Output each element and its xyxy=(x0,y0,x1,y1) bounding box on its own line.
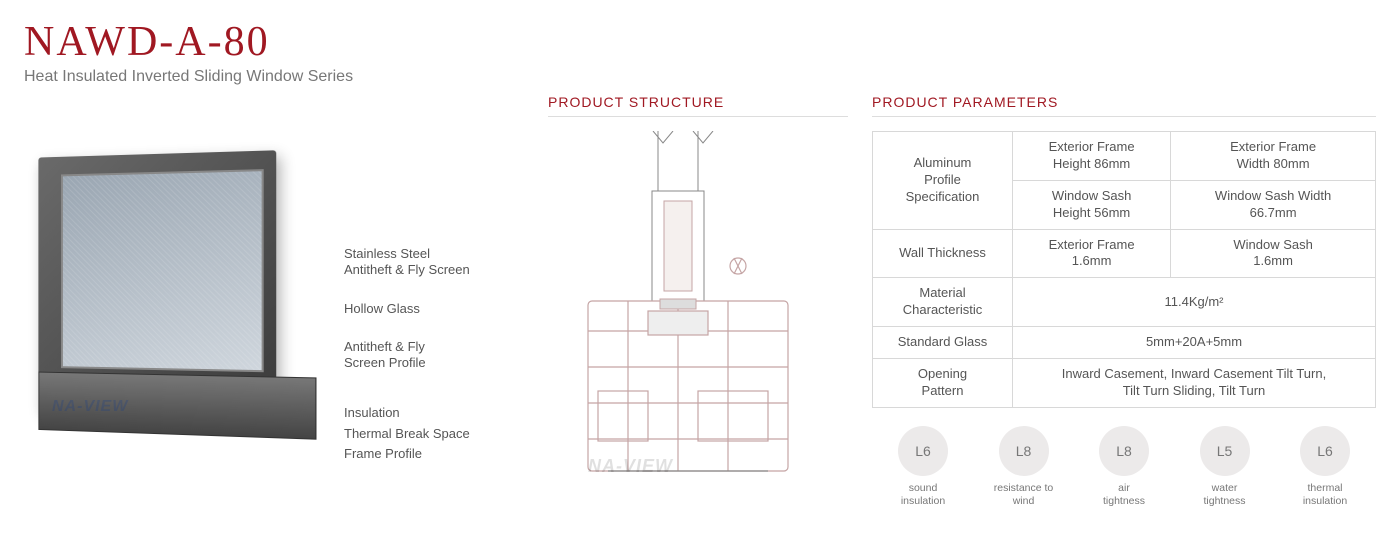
badge-code: L8 xyxy=(1099,426,1149,476)
structure-diagram xyxy=(548,131,828,511)
parameters-table: Aluminum Profile Specification Exterior … xyxy=(872,131,1376,408)
section-heading-structure: PRODUCT STRUCTURE xyxy=(548,94,848,117)
param-value: Exterior Frame 1.6mm xyxy=(1013,229,1171,278)
badge-code: L6 xyxy=(1300,426,1350,476)
param-label: Wall Thickness xyxy=(873,229,1013,278)
badge: L6 sound insulation xyxy=(880,426,966,508)
badge-code: L8 xyxy=(999,426,1049,476)
param-label: Material Characteristic xyxy=(873,278,1013,327)
table-row: Material Characteristic 11.4Kg/m² xyxy=(873,278,1376,327)
param-value: Window Sash 1.6mm xyxy=(1171,229,1376,278)
callout-list: Stainless Steel Antitheft & Fly Screen H… xyxy=(344,154,470,466)
product-render: NA-VIEW xyxy=(24,154,324,454)
param-value: 5mm+20A+5mm xyxy=(1013,327,1376,359)
param-value: 11.4Kg/m² xyxy=(1013,278,1376,327)
product-render-column: NA-VIEW Stainless Steel Antitheft & Fly … xyxy=(24,94,524,537)
badge-label: resistance to wind xyxy=(981,482,1067,508)
table-row: Aluminum Profile Specification Exterior … xyxy=(873,132,1376,181)
rating-badges: L6 sound insulation L8 resistance to win… xyxy=(872,426,1376,508)
badge-label: air tightness xyxy=(1081,482,1167,508)
param-label: Standard Glass xyxy=(873,327,1013,359)
page-subtitle: Heat Insulated Inverted Sliding Window S… xyxy=(24,68,1376,86)
param-value: Window Sash Width 66.7mm xyxy=(1171,180,1376,229)
badge-label: thermal insulation xyxy=(1282,482,1368,508)
table-row: Opening Pattern Inward Casement, Inward … xyxy=(873,359,1376,408)
badge-label: water tightness xyxy=(1182,482,1268,508)
param-value: Inward Casement, Inward Casement Tilt Tu… xyxy=(1013,359,1376,408)
badge: L5 water tightness xyxy=(1182,426,1268,508)
product-structure-column: PRODUCT STRUCTURE xyxy=(548,94,848,537)
badge: L8 air tightness xyxy=(1081,426,1167,508)
callout-item: Stainless Steel Antitheft & Fly Screen xyxy=(344,246,470,279)
watermark: NA-VIEW xyxy=(52,398,128,416)
table-row: Standard Glass 5mm+20A+5mm xyxy=(873,327,1376,359)
table-row: Wall Thickness Exterior Frame 1.6mm Wind… xyxy=(873,229,1376,278)
badge-code: L6 xyxy=(898,426,948,476)
callout-item: Frame Profile xyxy=(344,446,470,462)
param-value: Window Sash Height 56mm xyxy=(1013,180,1171,229)
param-label: Opening Pattern xyxy=(873,359,1013,408)
badge: L6 thermal insulation xyxy=(1282,426,1368,508)
watermark: NA-VIEW xyxy=(588,456,888,477)
callout-item: Insulation xyxy=(344,405,470,421)
callout-item: Antitheft & Fly Screen Profile xyxy=(344,339,470,372)
callout-item: Thermal Break Space xyxy=(344,426,470,442)
param-label: Aluminum Profile Specification xyxy=(873,132,1013,230)
badge-code: L5 xyxy=(1200,426,1250,476)
param-value: Exterior Frame Width 80mm xyxy=(1171,132,1376,181)
param-value: Exterior Frame Height 86mm xyxy=(1013,132,1171,181)
product-parameters-column: PRODUCT PARAMETERS Aluminum Profile Spec… xyxy=(872,94,1376,537)
section-heading-parameters: PRODUCT PARAMETERS xyxy=(872,94,1376,117)
page-title: NAWD-A-80 xyxy=(24,18,1376,66)
badge: L8 resistance to wind xyxy=(981,426,1067,508)
badge-label: sound insulation xyxy=(880,482,966,508)
callout-item: Hollow Glass xyxy=(344,301,470,317)
